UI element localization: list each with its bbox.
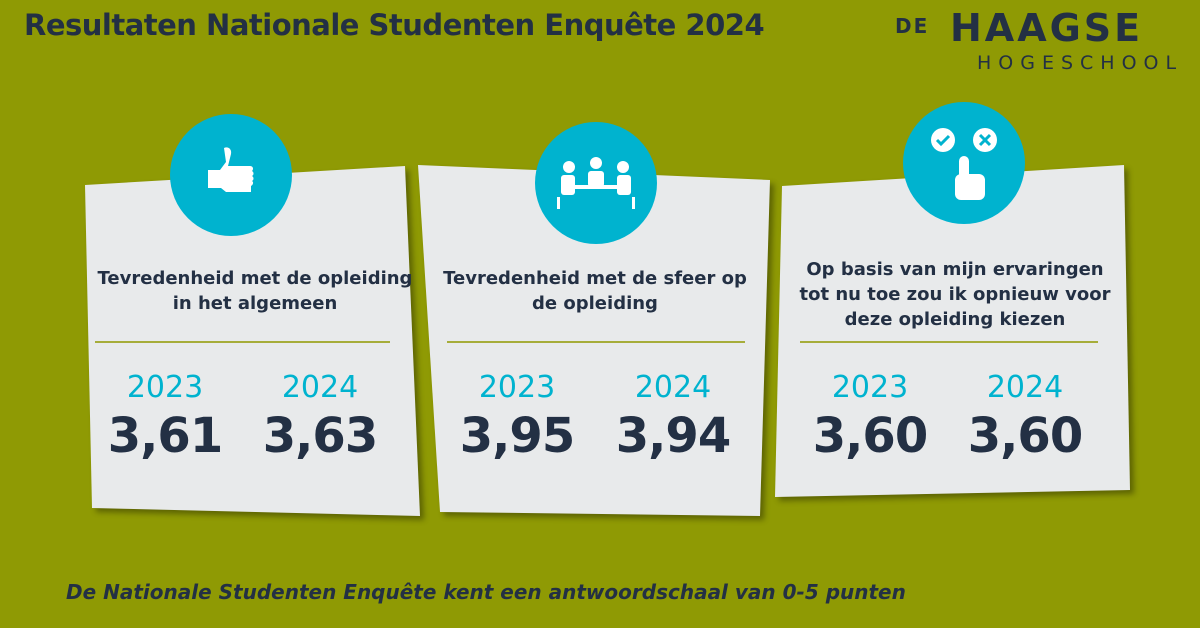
year-label: 2023 bbox=[831, 370, 909, 405]
score-value: 3,95 bbox=[459, 408, 575, 464]
score-value: 3,60 bbox=[967, 408, 1083, 464]
year-label: 2023 bbox=[126, 370, 204, 405]
year-label: 2024 bbox=[281, 370, 359, 405]
question-text: Tevredenheid met de opleiding in het alg… bbox=[97, 268, 413, 314]
divider bbox=[447, 341, 745, 343]
score-value: 3,63 bbox=[262, 408, 378, 464]
year-label: 2024 bbox=[986, 370, 1064, 405]
question-text: Op basis van mijn ervaringen tot nu toe … bbox=[799, 259, 1111, 330]
score-value: 3,60 bbox=[812, 408, 928, 464]
logo-sub: HOGESCHOOL bbox=[977, 52, 1184, 74]
logo-name: HAAGSE bbox=[950, 6, 1144, 50]
meeting-table-icon bbox=[535, 122, 657, 244]
year-label: 2023 bbox=[478, 370, 556, 405]
footnote: De Nationale Studenten Enquête kent een … bbox=[66, 580, 906, 604]
choice-hand-icon bbox=[903, 102, 1025, 224]
logo-de: DE bbox=[895, 14, 930, 38]
divider bbox=[800, 341, 1098, 343]
divider bbox=[95, 341, 390, 343]
thumbs-up-icon bbox=[170, 114, 292, 236]
score-value: 3,61 bbox=[107, 408, 223, 464]
question-text: Tevredenheid met de sfeer op de opleidin… bbox=[443, 268, 747, 314]
page-title: Resultaten Nationale Studenten Enquête 2… bbox=[24, 8, 765, 42]
logo-de-haagse-hogeschool: DE HAAGSE HOGESCHOOL bbox=[895, 6, 1190, 78]
year-label: 2024 bbox=[634, 370, 712, 405]
score-value: 3,94 bbox=[615, 408, 731, 464]
